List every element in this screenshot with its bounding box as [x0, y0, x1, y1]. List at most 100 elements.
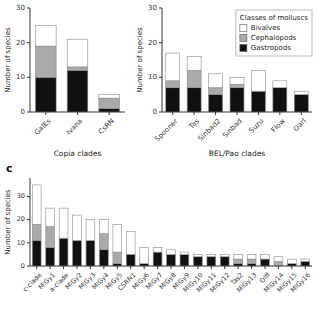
x-tick: [301, 112, 302, 115]
bar-segment: [59, 238, 68, 266]
y-tick: [159, 42, 162, 43]
bar-segment: [166, 53, 180, 81]
bars: [166, 53, 309, 112]
bar-segment: [36, 46, 57, 77]
bar-segment: [67, 39, 88, 67]
bar-segment: [287, 259, 296, 264]
bar-segment: [126, 231, 135, 254]
x-tick-label: Oarl: [292, 117, 308, 133]
x-tick-label: CsRN: [97, 117, 116, 136]
x-tick: [117, 266, 118, 269]
bar-segment: [230, 84, 244, 87]
bar-segment: [220, 257, 229, 266]
bar-segment: [99, 109, 120, 112]
y-tick-label: 0: [153, 108, 157, 116]
x-tick: [251, 266, 252, 269]
x-tick: [265, 266, 266, 269]
x-tick-label: Flow: [270, 117, 287, 134]
bar-segment: [46, 208, 55, 227]
bar-segment: [294, 91, 308, 94]
bar-segment: [294, 95, 308, 112]
y-tick: [27, 77, 30, 78]
bar-segment: [99, 95, 120, 98]
x-tick: [90, 266, 91, 269]
x-tick-label: Tas: [187, 117, 201, 131]
y-tick-label: 20: [16, 39, 25, 47]
bar-segment: [36, 77, 57, 112]
x-tick: [103, 266, 104, 269]
x-tick-label: Sinbad2: [197, 117, 223, 143]
bar-segment: [187, 88, 201, 112]
bar-segment: [187, 70, 201, 87]
panel: 0102030c-cladeMlGy1a-cladeMlGy2MlGy3MlGy…: [4, 162, 312, 294]
y-tick-label: 0: [21, 262, 25, 270]
bar-segment: [230, 88, 244, 112]
bar-segment: [32, 224, 41, 240]
y-axis-label: Number of species: [136, 27, 144, 93]
x-tick: [109, 112, 110, 115]
x-tick: [144, 266, 145, 269]
y-tick: [27, 242, 30, 243]
x-tick: [215, 112, 216, 115]
y-tick: [159, 77, 162, 78]
bar-segment: [46, 247, 55, 266]
x-tick: [279, 112, 280, 115]
y-tick-label: 0: [21, 108, 25, 116]
legend-entry: Gastropods: [251, 44, 291, 52]
bar-segment: [247, 254, 256, 259]
x-tick: [36, 266, 37, 269]
bar-segment: [193, 257, 202, 266]
bar-segment: [86, 241, 95, 266]
bar-segment: [73, 215, 82, 240]
bar-segment: [113, 224, 122, 252]
legend-swatch: [240, 35, 247, 42]
bar-segment: [86, 220, 95, 241]
bar-segment: [113, 252, 122, 264]
bar-segment: [126, 254, 135, 266]
bar-segment: [67, 67, 88, 70]
x-tick: [63, 266, 64, 269]
bar-segment: [261, 254, 270, 259]
bar-segment: [73, 241, 82, 266]
x-axis-label: Copia clades: [54, 149, 102, 158]
bar-segment: [67, 70, 88, 112]
panel-label: c: [6, 162, 13, 175]
bar-segment: [32, 241, 41, 266]
y-axis: [30, 8, 31, 112]
bar-segment: [207, 257, 216, 266]
x-tick: [130, 266, 131, 269]
y-tick: [27, 8, 30, 9]
y-tick: [27, 42, 30, 43]
bars: [36, 25, 120, 112]
x-tick: [194, 112, 195, 115]
bars: [32, 185, 309, 266]
bar-segment: [251, 70, 265, 91]
x-tick: [77, 112, 78, 115]
y-tick: [159, 8, 162, 9]
bar-segment: [209, 95, 223, 112]
bar-segment: [166, 81, 180, 88]
bar-segment: [207, 254, 216, 256]
bar-segment: [209, 88, 223, 95]
x-tick: [211, 266, 212, 269]
x-tick-label: Spooner: [153, 117, 179, 143]
x-tick: [171, 266, 172, 269]
legend-swatch: [240, 25, 247, 32]
x-tick: [172, 112, 173, 115]
bar-segment: [187, 57, 201, 71]
x-tick: [224, 266, 225, 269]
bar-segment: [153, 252, 162, 266]
y-tick-label: 20: [148, 39, 157, 47]
y-tick-label: 20: [17, 215, 25, 223]
bar-segment: [234, 254, 243, 259]
x-tick: [45, 112, 46, 115]
bar-segment: [32, 185, 41, 224]
x-tick-label: Suzu: [248, 117, 266, 135]
bar-segment: [234, 259, 243, 264]
x-tick-label: Ivana: [65, 117, 84, 136]
y-tick-label: 10: [16, 73, 25, 81]
y-axis-label: Number of species: [4, 189, 12, 255]
x-tick: [197, 266, 198, 269]
panel: 0102030SpoonerTasSinbad2SinbadSuzuFlowOa…: [136, 4, 312, 158]
x-tick: [50, 266, 51, 269]
